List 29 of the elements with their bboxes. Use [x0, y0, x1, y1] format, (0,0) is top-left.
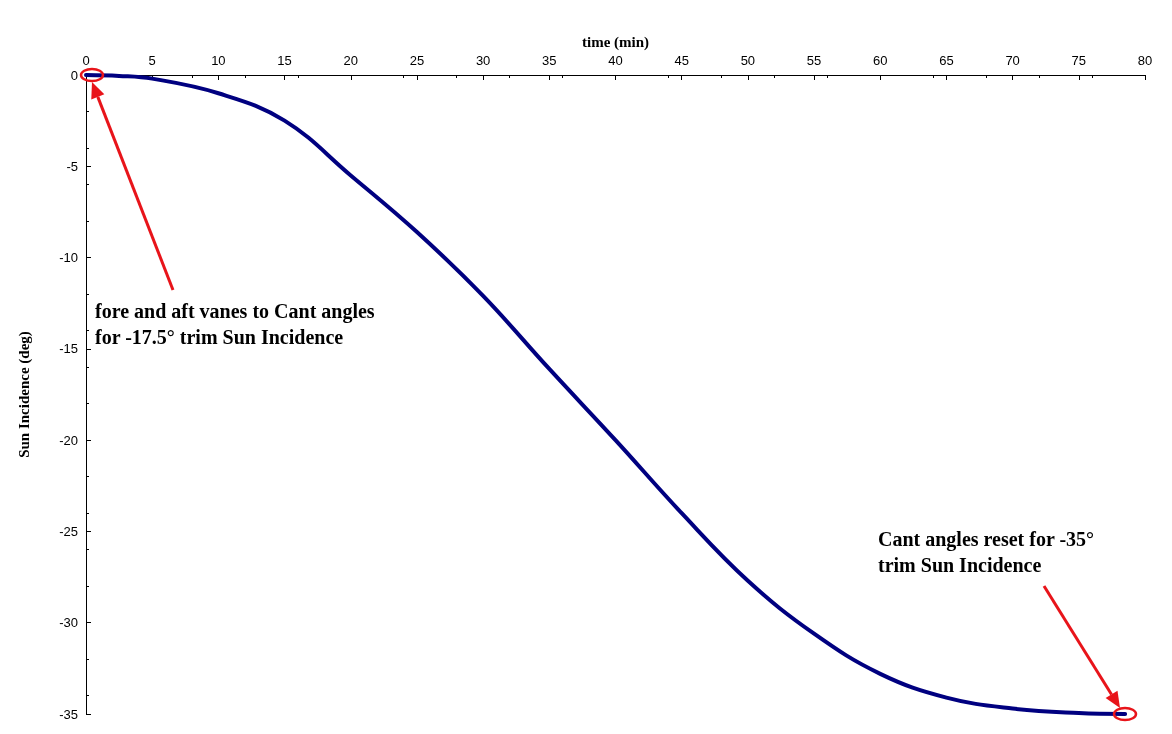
x-axis-title: time (min): [581, 33, 650, 51]
x-tick-label: 15: [277, 53, 292, 68]
x-tick-label: 35: [542, 53, 557, 68]
x-tick-label: 0: [82, 53, 90, 68]
annotation: fore and aft vanes to Cant angles for -17.5° trim Sun Incidence: [95, 299, 375, 350]
x-tick-label: 5: [148, 53, 156, 68]
y-tick-label: -25: [59, 523, 78, 539]
x-tick-label: 70: [1005, 53, 1020, 68]
y-tick-label: -5: [66, 158, 78, 174]
x-tick-label: 30: [475, 53, 491, 68]
x-tick-label: 75: [1071, 53, 1087, 68]
annotation: Cant angles reset for -35° trim Sun Incidence: [878, 527, 1095, 578]
y-tick-label: -30: [59, 615, 78, 631]
y-tick-label: 0: [70, 67, 78, 83]
x-tick-label: 10: [211, 53, 226, 68]
y-axis-title: Sun Incidence (deg): [15, 331, 33, 458]
x-tick-label: 20: [343, 53, 358, 68]
x-tick-label: 80: [1137, 53, 1153, 68]
x-tick-label: 50: [740, 53, 756, 68]
x-tick-label: 60: [873, 53, 888, 68]
x-tick-label: 55: [806, 53, 822, 68]
y-tick-label: -10: [59, 250, 78, 266]
y-tick-label: -15: [59, 341, 78, 357]
y-tick-label: -35: [59, 706, 78, 722]
x-tick-label: 25: [409, 53, 425, 68]
x-tick-label: 65: [939, 53, 954, 68]
y-tick-label: -20: [59, 432, 78, 448]
x-tick-label: 40: [608, 53, 623, 68]
x-tick-label: 45: [674, 53, 689, 68]
